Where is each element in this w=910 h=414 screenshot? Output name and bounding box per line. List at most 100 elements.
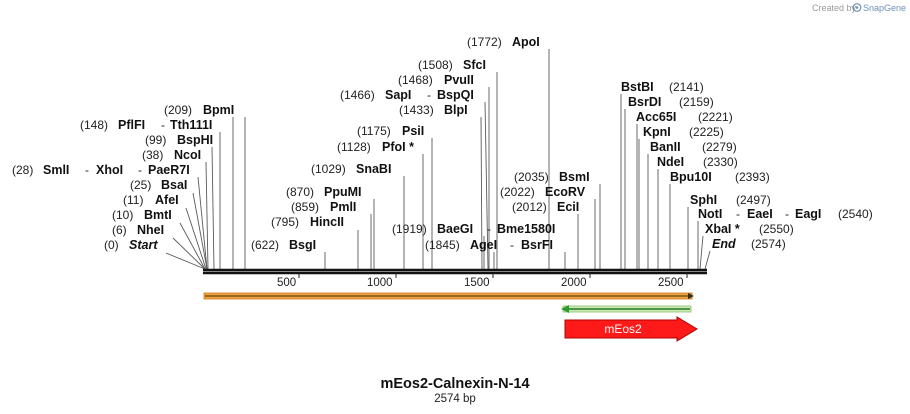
svg-text:(795): (795) [271,215,299,229]
enzyme-label-ppumi[interactable]: (870) PpuMI [286,185,362,199]
enzyme-label-bsphi[interactable]: (99) BspHI [145,133,213,147]
enzyme-label-bsgi[interactable]: (622) BsgI [251,238,316,252]
svg-text:(28): (28) [12,163,33,177]
cut-site-lines [165,49,711,270]
svg-text:BspHI: BspHI [177,133,213,147]
enzyme-label-bsmi[interactable]: (2035) BsmI [514,170,590,184]
leader-ncoi [205,161,209,270]
leader-bmti [179,222,206,270]
enzyme-label-bstbi[interactable]: BstBI (2141) [621,80,704,94]
svg-text:(2225): (2225) [689,125,724,139]
svg-text:(2012): (2012) [512,200,547,214]
svg-text:-: - [85,163,89,177]
meos2-label: mEos2 [604,322,642,336]
svg-text:(2221): (2221) [698,110,733,124]
enzyme-label-banii[interactable]: BanII (2279) [650,140,737,154]
orf-feature[interactable] [203,292,694,300]
ruler-label-1500: 1500 [464,277,490,289]
svg-text:EagI: EagI [795,207,821,221]
enzyme-label-bpmi[interactable]: (209) BpmI [164,103,234,117]
enzyme-label-hincii[interactable]: (795) HincII [271,215,344,229]
svg-text:BlpI: BlpI [444,103,468,117]
enzyme-label-sfci[interactable]: (1508) SfcI [418,58,486,72]
svg-text:BsmI: BsmI [559,170,590,184]
enzyme-label-noti-eaei-eagi[interactable]: NotI - EaeI - EagI (2540) [698,207,873,221]
svg-text:(622): (622) [251,238,279,252]
svg-text:(1175): (1175) [357,124,391,138]
svg-text:(2540): (2540) [838,207,873,221]
svg-text:BmtI: BmtI [144,208,172,222]
enzyme-label-ecorv[interactable]: (2022) EcoRV [500,185,586,199]
enzyme-label-sapi-bspqi[interactable]: (1466) SapI - BspQI [340,88,474,102]
svg-text:Acc65I: Acc65I [636,110,676,124]
svg-text:KpnI: KpnI [643,125,671,139]
svg-text:End: End [712,237,736,251]
svg-text:PaeR7I: PaeR7I [148,163,190,177]
svg-text:(2159): (2159) [679,95,714,109]
svg-text:PvuII: PvuII [444,73,474,87]
enzyme-label-ecii[interactable]: (2012) EciI [512,200,579,214]
enzyme-label-acc65i[interactable]: Acc65I (2221) [636,110,733,124]
svg-text:(2035): (2035) [514,170,549,184]
svg-text:(1845): (1845) [425,238,460,252]
svg-text:(2574): (2574) [751,237,786,251]
primer-feature[interactable] [561,305,692,313]
enzyme-label-snabi[interactable]: (1029) SnaBI [311,162,391,176]
leader-xbai [699,235,704,270]
enzyme-label-kpni[interactable]: KpnI (2225) [643,125,724,139]
svg-text:-: - [487,222,491,236]
enzyme-label-xbai[interactable]: XbaI * (2550) [705,222,794,236]
svg-text:AgeI: AgeI [470,238,497,252]
enzyme-label-smli-xhoi-paer7i[interactable]: (28) SmlI - XhoI - PaeR7I [12,163,190,177]
svg-text:Tth111I: Tth111I [170,118,212,132]
enzyme-label-nhei[interactable]: (6) NheI [112,223,164,237]
enzyme-label-bsai[interactable]: (25) BsaI [130,178,187,192]
svg-text:PpuMI: PpuMI [324,185,362,199]
svg-text:(1468): (1468) [398,73,433,87]
svg-text:SnaBI: SnaBI [356,162,391,176]
svg-text:(99): (99) [145,133,166,147]
svg-text:NheI: NheI [137,223,164,237]
meos2-feature[interactable]: mEos2 [564,316,698,342]
enzyme-label-end[interactable]: End (2574) [712,237,786,251]
svg-text:-: - [510,238,514,252]
svg-text:BsrFI: BsrFI [521,238,553,252]
svg-text:BsaI: BsaI [161,178,187,192]
svg-text:EciI: EciI [557,200,579,214]
snapgene-logo-icon [852,3,862,12]
enzyme-label-pvuii[interactable]: (1468) PvuII [398,73,474,87]
svg-text:-: - [427,88,431,102]
enzyme-label-bsrdi[interactable]: BsrDI (2159) [628,95,714,109]
plasmid-title: mEos2-Calnexin-N-14 [380,376,529,392]
svg-text:HincII: HincII [310,215,344,229]
enzyme-label-baegi-bme1580i[interactable]: (1919) BaeGI - Bme1580I [392,222,555,236]
svg-text:(6): (6) [112,223,127,237]
enzyme-label-bmti[interactable]: (10) BmtI [112,208,172,222]
svg-text:(1466): (1466) [340,88,375,102]
svg-text:(25): (25) [130,178,151,192]
enzyme-label-psii[interactable]: (1175) PsiI [357,124,424,138]
enzyme-label-pfoi[interactable]: (1128) PfoI * [337,140,414,154]
enzyme-label-start[interactable]: (0) Start [104,238,158,252]
svg-text:PsiI: PsiI [402,124,424,138]
enzyme-label-pmli[interactable]: (859) PmlI [291,200,356,214]
ruler-label-2000: 2000 [561,277,587,289]
ruler-label-500: 500 [277,277,296,289]
ruler-label-1000: 1000 [367,277,393,289]
enzyme-label-bpu10i[interactable]: Bpu10I (2393) [670,170,770,184]
enzyme-label-ndei[interactable]: NdeI (2330) [657,155,738,169]
svg-text:PmlI: PmlI [330,200,356,214]
enzyme-label-agei-bsrfi[interactable]: (1845) AgeI - BsrFI [425,238,553,252]
leader-afei [185,207,207,270]
svg-text:NdeI: NdeI [657,155,684,169]
enzyme-label-apoi[interactable]: (1772) ApoI [467,35,540,49]
leader-sapi [484,101,489,270]
enzyme-label-sphi[interactable]: SphI (2497) [690,193,771,207]
enzyme-label-ncoi[interactable]: (38) NcoI [142,148,201,162]
svg-text:(870): (870) [286,185,314,199]
enzyme-label-pflfi-tth111i[interactable]: (148) PflFI - Tth111I [80,118,212,132]
enzyme-label-afei[interactable]: (11) AfeI [123,193,179,207]
credit-prefix: Created by [812,3,857,13]
enzyme-label-blpi[interactable]: (1433) BlpI [399,103,468,117]
